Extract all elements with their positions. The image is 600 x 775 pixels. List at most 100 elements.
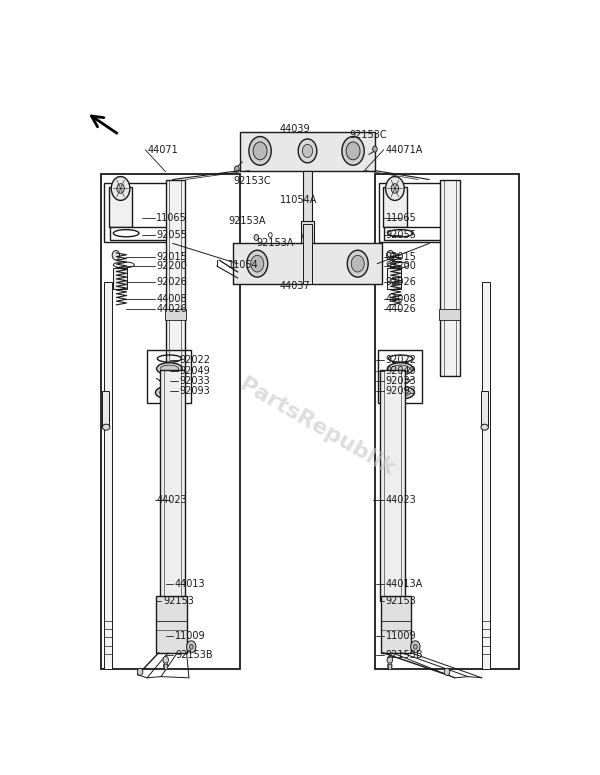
Ellipse shape (388, 363, 413, 374)
Circle shape (303, 230, 312, 242)
Bar (380, 370, 405, 601)
Text: 11065: 11065 (157, 213, 187, 223)
Ellipse shape (103, 424, 110, 430)
Circle shape (112, 250, 119, 260)
Text: 92200: 92200 (386, 261, 416, 271)
Bar (482, 282, 490, 669)
Bar (165, 309, 186, 320)
Bar (440, 180, 460, 377)
Text: 44037: 44037 (280, 281, 310, 291)
Bar (147, 350, 191, 403)
Bar (103, 391, 109, 427)
Text: 92022: 92022 (386, 356, 416, 365)
Bar (380, 596, 411, 653)
Bar (388, 664, 391, 670)
Text: 92033: 92033 (179, 376, 211, 386)
Text: 44039: 44039 (280, 124, 310, 134)
Bar (104, 183, 169, 242)
Ellipse shape (155, 386, 184, 399)
Text: 92033: 92033 (386, 376, 416, 386)
Bar (113, 268, 127, 289)
Text: 44026: 44026 (386, 304, 416, 314)
Bar (160, 370, 185, 601)
Text: 92153C: 92153C (233, 177, 271, 186)
Ellipse shape (391, 365, 410, 372)
Ellipse shape (247, 250, 268, 277)
Circle shape (117, 184, 124, 193)
Bar (375, 174, 519, 669)
Text: 44008: 44008 (386, 294, 416, 304)
Bar (110, 226, 168, 239)
Text: 92049: 92049 (386, 366, 416, 376)
Text: 92093: 92093 (386, 387, 416, 396)
Text: 92015: 92015 (386, 252, 416, 261)
Ellipse shape (160, 365, 179, 372)
Text: 92153: 92153 (163, 597, 194, 606)
Ellipse shape (298, 139, 317, 163)
Text: 92153B: 92153B (175, 650, 212, 660)
Bar (109, 187, 132, 227)
Bar (166, 180, 185, 377)
Bar (384, 226, 442, 239)
Bar (101, 174, 240, 669)
Ellipse shape (160, 389, 179, 396)
Ellipse shape (302, 144, 313, 157)
Text: 44013: 44013 (175, 578, 206, 588)
Text: 44071: 44071 (147, 145, 178, 155)
Text: 92153B: 92153B (386, 650, 423, 660)
Bar (240, 132, 375, 170)
Text: 11009: 11009 (386, 631, 416, 641)
Ellipse shape (347, 250, 368, 277)
Text: 92055: 92055 (386, 230, 416, 240)
Circle shape (391, 184, 398, 193)
Bar (164, 664, 167, 670)
Text: 44013A: 44013A (386, 578, 423, 588)
Text: 92200: 92200 (157, 261, 187, 271)
Text: 92055: 92055 (157, 230, 187, 240)
Circle shape (111, 177, 130, 201)
Text: 92153: 92153 (386, 597, 416, 606)
Ellipse shape (249, 136, 271, 165)
Bar (388, 268, 401, 289)
Text: PartsRepublik: PartsRepublik (236, 374, 398, 480)
Text: 92015: 92015 (157, 252, 187, 261)
Bar (157, 596, 187, 653)
Text: 92153A: 92153A (256, 239, 294, 248)
Bar (383, 187, 407, 227)
Bar (301, 222, 314, 245)
Text: 11054A: 11054A (280, 195, 317, 205)
Ellipse shape (157, 363, 182, 374)
Circle shape (411, 641, 420, 653)
Circle shape (163, 656, 169, 663)
Text: 44071A: 44071A (386, 145, 423, 155)
Circle shape (386, 177, 404, 201)
Text: 92022: 92022 (179, 356, 211, 365)
Bar (379, 183, 444, 242)
Ellipse shape (391, 389, 410, 396)
Bar (481, 391, 488, 427)
Circle shape (386, 250, 394, 260)
Circle shape (373, 146, 377, 152)
Text: 44026: 44026 (157, 304, 187, 314)
Text: 44008: 44008 (157, 294, 187, 304)
Ellipse shape (351, 255, 364, 272)
Circle shape (444, 668, 450, 676)
Text: 11009: 11009 (175, 631, 206, 641)
Circle shape (388, 663, 392, 669)
Circle shape (254, 234, 259, 240)
Bar (104, 282, 112, 669)
Text: 92049: 92049 (179, 366, 211, 376)
Text: 11054: 11054 (229, 260, 259, 270)
Text: 92153C: 92153C (349, 129, 387, 140)
Text: 92026: 92026 (157, 277, 187, 287)
Circle shape (235, 166, 239, 172)
Bar (303, 224, 312, 284)
Ellipse shape (386, 386, 415, 399)
Ellipse shape (346, 142, 360, 160)
Ellipse shape (342, 136, 364, 165)
Ellipse shape (253, 142, 267, 160)
Ellipse shape (251, 255, 264, 272)
Bar (303, 170, 312, 224)
Text: 44023: 44023 (157, 495, 187, 505)
Text: 44023: 44023 (386, 495, 416, 505)
